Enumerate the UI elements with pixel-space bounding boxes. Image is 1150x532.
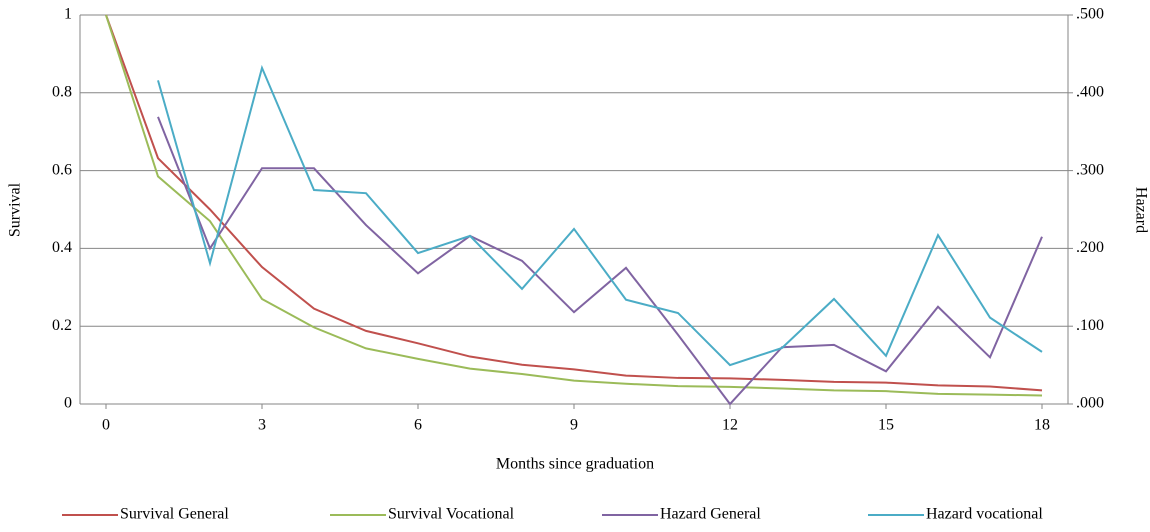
x-tick-label: 9 (570, 417, 578, 434)
legend-label: Survival General (120, 506, 229, 523)
y-tick-label: 0.2 (52, 317, 72, 334)
y-tick-label: 0 (64, 395, 72, 412)
y-tick-label: 0.8 (52, 83, 72, 100)
legend-label: Hazard General (660, 506, 761, 523)
x-tick-label: 15 (878, 417, 894, 434)
x-tick-label: 18 (1034, 417, 1050, 434)
y-tick-label: 0.4 (52, 239, 72, 256)
y2-tick-label: .400 (1076, 83, 1104, 100)
y2-tick-label: .500 (1076, 6, 1104, 23)
legend-label: Survival Vocational (388, 506, 515, 523)
y-tick-label: 1 (64, 6, 72, 23)
y-axis-label: Survival (7, 182, 24, 237)
legend-label: Hazard vocational (926, 506, 1043, 523)
y-tick-label: 0.6 (52, 161, 72, 178)
series-line (105, 14, 1043, 397)
series-line (105, 14, 1043, 392)
y2-tick-label: .300 (1076, 161, 1104, 178)
y2-axis-label: Hazard (1132, 187, 1149, 233)
series-line (157, 64, 1043, 367)
x-tick-label: 12 (722, 417, 738, 434)
x-tick-label: 0 (102, 417, 110, 434)
series-line (157, 116, 1043, 406)
y2-tick-label: .200 (1076, 239, 1104, 256)
y2-tick-label: .100 (1076, 317, 1104, 334)
x-tick-label: 6 (414, 417, 422, 434)
y2-tick-label: .000 (1076, 395, 1104, 412)
x-tick-label: 3 (258, 417, 266, 434)
x-axis-label: Months since graduation (496, 456, 654, 473)
